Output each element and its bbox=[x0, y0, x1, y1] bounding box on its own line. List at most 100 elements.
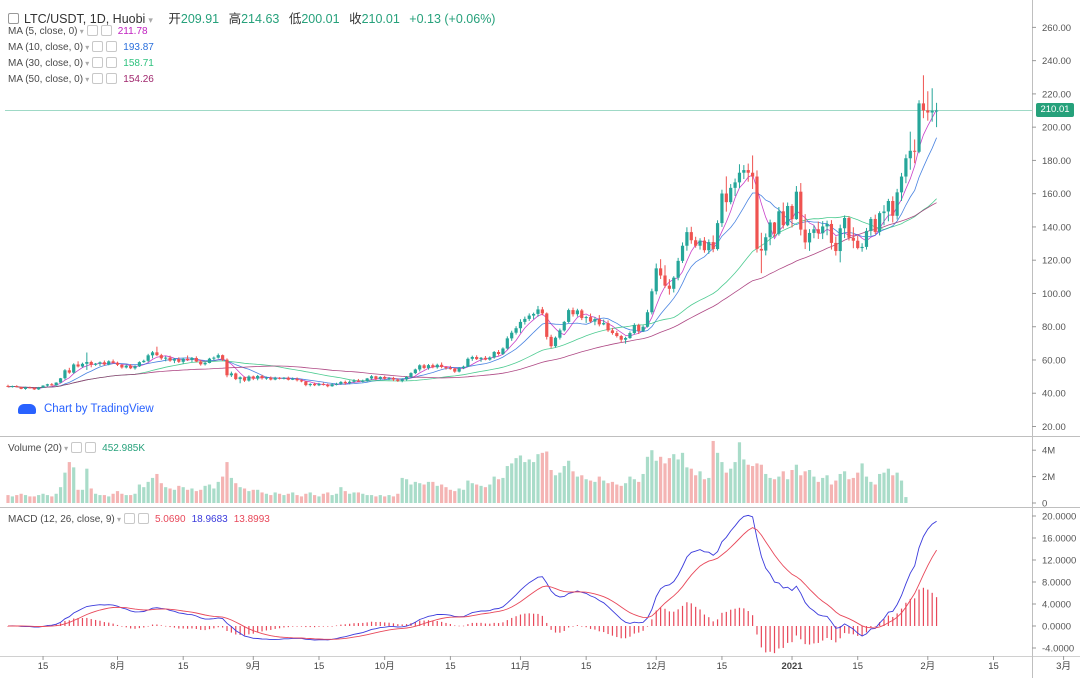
volume-bar bbox=[409, 484, 413, 503]
volume-bar bbox=[475, 484, 479, 503]
candle-body bbox=[282, 377, 286, 379]
candle-body bbox=[680, 245, 685, 261]
macd-histogram-bar bbox=[274, 626, 276, 629]
cloud-icon bbox=[18, 403, 36, 414]
volume-bar bbox=[720, 462, 724, 503]
candle-body bbox=[899, 176, 904, 193]
macd-histogram-bar bbox=[664, 608, 666, 626]
macd-histogram-bar bbox=[721, 612, 723, 626]
volume-bar bbox=[448, 489, 452, 503]
ma30-legend[interactable]: MA (30, close, 0) ▾ 158.71 bbox=[8, 57, 154, 70]
settings-icon[interactable] bbox=[92, 73, 104, 84]
volume-bar bbox=[334, 493, 339, 503]
candle-body bbox=[580, 310, 584, 319]
close-icon[interactable] bbox=[100, 25, 112, 36]
macd-histogram-bar bbox=[563, 626, 565, 631]
volume-bar bbox=[32, 496, 36, 503]
candle-body bbox=[593, 319, 597, 322]
macd-histogram-bar bbox=[432, 620, 434, 626]
volume-bar bbox=[330, 495, 334, 503]
candle-body bbox=[6, 385, 10, 387]
candle-body bbox=[908, 150, 912, 159]
candle-body bbox=[781, 211, 785, 226]
settings-icon[interactable] bbox=[123, 513, 135, 524]
volume-bar bbox=[41, 493, 45, 503]
settings-icon[interactable] bbox=[92, 57, 104, 68]
candle-body bbox=[807, 232, 812, 243]
candle-body bbox=[172, 359, 177, 361]
price-tick-label: 60.00 bbox=[1042, 355, 1066, 366]
volume-bar bbox=[264, 493, 269, 503]
candle-body bbox=[291, 378, 295, 380]
macd-histogram-bar bbox=[887, 615, 889, 626]
candle-body bbox=[339, 381, 343, 384]
candle-body bbox=[650, 291, 654, 313]
volume-bar bbox=[663, 463, 667, 503]
settings-icon[interactable] bbox=[71, 442, 83, 453]
macd-histogram-bar bbox=[121, 626, 123, 627]
ma5-legend[interactable]: MA (5, close, 0) ▾ 211.78 bbox=[8, 25, 148, 38]
chevron-down-icon[interactable]: ▾ bbox=[148, 15, 153, 25]
volume-bar bbox=[229, 477, 233, 503]
volume-legend[interactable]: Volume (20) ▾ 452.985K bbox=[8, 442, 145, 455]
volume-bar bbox=[588, 480, 593, 503]
candle-body bbox=[304, 381, 308, 386]
candle-body bbox=[764, 237, 768, 251]
candle-body bbox=[177, 359, 181, 362]
candle-body bbox=[221, 355, 225, 360]
volume-bar bbox=[575, 476, 579, 503]
candle-body bbox=[904, 158, 908, 177]
ma10-legend[interactable]: MA (10, close, 0) ▾ 193.87 bbox=[8, 41, 154, 54]
macd-histogram-bar bbox=[589, 626, 592, 629]
volume-bar bbox=[269, 495, 273, 503]
candle-body bbox=[453, 368, 457, 372]
ma50-legend[interactable]: MA (50, close, 0) ▾ 154.26 bbox=[8, 73, 154, 86]
candle-body bbox=[496, 351, 501, 354]
candle-body bbox=[107, 361, 111, 365]
macd-legend[interactable]: MACD (12, 26, close, 9) ▾ 5.0690 18.9683 13… bbox=[8, 513, 270, 526]
settings-icon[interactable] bbox=[86, 25, 98, 36]
volume-bar bbox=[623, 483, 628, 503]
candle-body bbox=[159, 355, 163, 359]
candle-body bbox=[720, 193, 724, 224]
macd-histogram-bar bbox=[86, 617, 88, 626]
volume-bar bbox=[553, 475, 558, 503]
candle-body bbox=[54, 382, 58, 386]
macd-histogram-bar bbox=[795, 626, 797, 636]
macd-histogram-bar bbox=[480, 622, 482, 626]
macd-histogram-bar bbox=[835, 626, 837, 643]
close-icon[interactable] bbox=[106, 57, 118, 68]
macd-histogram-bar bbox=[90, 619, 92, 626]
volume-bar bbox=[435, 485, 439, 503]
settings-icon[interactable] bbox=[92, 41, 104, 52]
volume-bar bbox=[825, 475, 829, 503]
close-icon[interactable] bbox=[137, 513, 149, 524]
macd-histogram-bar bbox=[730, 609, 732, 626]
macd-histogram-bar bbox=[909, 598, 911, 626]
volume-bar bbox=[67, 462, 71, 503]
collapse-icon[interactable] bbox=[8, 13, 19, 25]
volume-bar bbox=[882, 472, 886, 503]
candle-body bbox=[269, 377, 273, 380]
macd-histogram-bar bbox=[414, 621, 416, 626]
candle-body bbox=[396, 379, 400, 381]
macd-histogram-bar bbox=[68, 620, 70, 626]
volume-bar bbox=[812, 476, 816, 503]
close-icon[interactable] bbox=[106, 73, 118, 84]
volume-bar bbox=[133, 493, 137, 503]
candle-body bbox=[606, 323, 610, 331]
volume-bar bbox=[115, 491, 120, 503]
tradingview-brand[interactable]: Chart by TradingView bbox=[18, 403, 154, 415]
macd-histogram-bar bbox=[668, 611, 670, 626]
macd-histogram-bar bbox=[160, 625, 162, 626]
price-tick-label: 260.00 bbox=[1042, 23, 1071, 34]
close-icon[interactable] bbox=[106, 41, 118, 52]
candle-body bbox=[168, 357, 172, 361]
macd-histogram-bar bbox=[344, 624, 346, 626]
candle-body bbox=[273, 377, 277, 380]
close-icon[interactable] bbox=[85, 442, 97, 453]
macd-histogram-bar bbox=[95, 619, 97, 626]
candle-body bbox=[882, 211, 886, 214]
